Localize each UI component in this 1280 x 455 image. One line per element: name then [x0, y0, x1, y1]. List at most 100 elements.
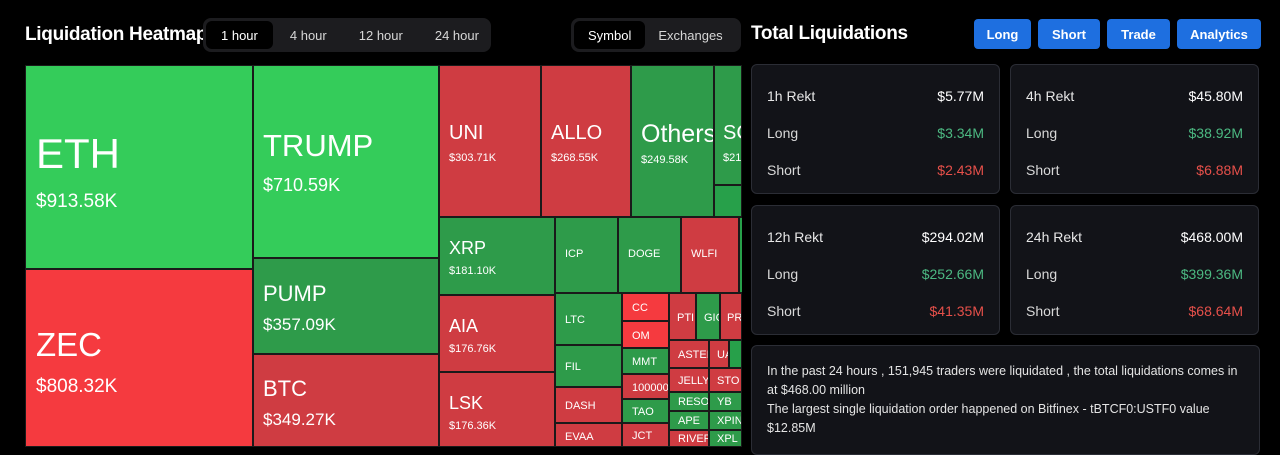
trade-button[interactable]: Trade [1107, 19, 1170, 49]
heatmap-tile-small[interactable] [714, 185, 742, 217]
heatmap-tile-eth[interactable]: ETH $913.58K [25, 65, 253, 269]
card-label: 12h Rekt [767, 229, 824, 245]
heatmap-tile-pump[interactable]: PUMP $357.09K [253, 258, 439, 354]
tab-12-hour[interactable]: 12 hour [358, 27, 403, 43]
heatmap-tile-others[interactable]: Others $249.58K [631, 65, 714, 217]
card-label: 1h Rekt [767, 88, 816, 104]
analytics-button[interactable]: Analytics [1177, 19, 1261, 49]
tile-symbol: APE [678, 415, 701, 427]
tile-symbol: ICP [565, 248, 584, 260]
heatmap-tile-lsk[interactable]: LSK $176.36K [439, 372, 555, 447]
heatmap-tile-sc[interactable]: SC $21 [714, 65, 742, 185]
tile-symbol: LSK [449, 393, 484, 413]
heatmap-tile-zec[interactable]: ZEC $808.32K [25, 269, 253, 447]
long-value: $399.36M [1180, 266, 1243, 282]
tile-symbol: SC [723, 122, 741, 144]
short-value: $68.64M [1188, 303, 1243, 319]
tile-amount: $268.55K [551, 152, 599, 164]
card-4h-rekt: 4h Rekt $45.80M Long $38.92M Short $6.88M [1010, 64, 1259, 194]
heatmap-tile-small[interactable] [739, 217, 742, 293]
heatmap-tile-evaa[interactable]: EVAA [555, 423, 622, 447]
card-1h-rekt: 1h Rekt $5.77M Long $3.34M Short $2.43M [751, 64, 1000, 194]
heatmap-tile-dash[interactable]: DASH [555, 387, 622, 423]
heatmap-tile-xrp[interactable]: XRP $181.10K [439, 217, 555, 295]
tab-24-hour[interactable]: 24 hour [434, 27, 479, 43]
tab-1-hour[interactable]: 1 hour [206, 21, 273, 49]
long-value: $3.34M [937, 125, 984, 141]
heatmap-tile-cc[interactable]: CC [622, 293, 669, 321]
heatmap-tile-om[interactable]: OM [622, 321, 669, 348]
heatmap-tile-small[interactable] [729, 340, 742, 368]
tile-amount: $21 [723, 152, 742, 164]
heatmap-tile-ape[interactable]: APE [669, 411, 709, 430]
heatmap-tile-wlfi[interactable]: WLFI [681, 217, 739, 293]
card-total: $5.77M [937, 88, 984, 104]
card-label: 4h Rekt [1026, 88, 1075, 104]
heatmap-tile-reso[interactable]: RESO [669, 392, 709, 411]
heatmap-tile-xpl[interactable]: XPL [709, 430, 742, 447]
tab-symbol[interactable]: Symbol [574, 21, 646, 49]
tile-symbol: RIVER [678, 433, 709, 445]
heatmap-tile-gig[interactable]: GIG [696, 293, 720, 340]
heatmap-tile-allo[interactable]: ALLO $268.55K [541, 65, 631, 217]
heatmap-tile-sto[interactable]: STO [709, 368, 742, 392]
heatmap-tile-jelly[interactable]: JELLY [669, 368, 709, 392]
tile-symbol: WLFI [691, 248, 718, 260]
heatmap-title: Liquidation Heatmap [25, 24, 208, 45]
grouping-tabs: Symbol Exchanges [571, 18, 741, 52]
heatmap-tile-aia[interactable]: AIA $176.76K [439, 295, 555, 372]
card-total: $294.02M [921, 229, 984, 245]
total-liquidations-title: Total Liquidations [751, 23, 908, 44]
tile-symbol: GIG [704, 312, 719, 324]
tile-symbol: EVAA [565, 431, 594, 443]
tile-symbol: FIL [565, 361, 581, 373]
heatmap-tile-uni[interactable]: UNI $303.71K [439, 65, 541, 217]
card-label: 24h Rekt [1026, 229, 1083, 245]
card-total: $45.80M [1188, 88, 1243, 104]
tile-symbol: Others [641, 120, 714, 148]
tile-symbol: XPIN [717, 415, 742, 427]
heatmap-tile-river[interactable]: RIVER [669, 430, 709, 447]
short-value: $2.43M [937, 162, 984, 178]
heatmap-tile-yb[interactable]: YB [709, 392, 742, 411]
heatmap-tile-ltc[interactable]: LTC [555, 293, 622, 345]
tile-amount: $808.32K [36, 376, 118, 397]
heatmap-tile-doge[interactable]: DOGE [618, 217, 681, 293]
tile-symbol: PUMP [263, 281, 327, 306]
tab-exchanges[interactable]: Exchanges [658, 27, 723, 43]
heatmap-tile-xpin[interactable]: XPIN [709, 411, 742, 430]
heatmap-tile-trump[interactable]: TRUMP $710.59K [253, 65, 439, 258]
long-label: Long [1026, 266, 1058, 282]
heatmap-tile-btc[interactable]: BTC $349.27K [253, 354, 439, 447]
long-label: Long [767, 125, 799, 141]
heatmap-tile-1000000[interactable]: 1000000 [622, 374, 669, 399]
tab-4-hour[interactable]: 4 hour [289, 27, 327, 43]
heatmap-tile-jct[interactable]: JCT [622, 423, 669, 447]
heatmap-tile-mmt[interactable]: MMT [622, 348, 669, 374]
heatmap-tile-pr[interactable]: PR [720, 293, 742, 340]
short-value: $41.35M [929, 303, 984, 319]
tile-symbol: JCT [632, 430, 653, 442]
tile-symbol: ASTER [678, 349, 708, 361]
tile-symbol: YB [717, 396, 732, 408]
heatmap-tile-pti[interactable]: PTI [669, 293, 696, 340]
tile-symbol: PR [727, 312, 742, 324]
tile-symbol: DASH [565, 400, 596, 412]
tile-symbol: XRP [449, 238, 487, 258]
short-label: Short [1026, 162, 1060, 178]
heatmap-tile-fil[interactable]: FIL [555, 345, 622, 387]
heatmap-tile-tao[interactable]: TAO [622, 399, 669, 423]
heatmap-tile-icp[interactable]: ICP [555, 217, 618, 293]
tile-symbol: ALLO [551, 122, 603, 144]
tile-amount: $349.27K [263, 410, 336, 429]
tile-symbol: UA [717, 349, 728, 361]
tile-symbol: ZEC [36, 326, 102, 363]
short-button[interactable]: Short [1038, 19, 1100, 49]
tile-symbol: 1000000 [632, 382, 669, 394]
heatmap-tile-aster[interactable]: ASTER [669, 340, 709, 368]
heatmap-tile-ua[interactable]: UA [709, 340, 729, 368]
tile-symbol: MMT [632, 356, 658, 368]
long-button[interactable]: Long [974, 19, 1031, 49]
liquidation-heatmap: ETH $913.58K ZEC $808.32K TRUMP $710.59K… [25, 65, 742, 447]
tile-symbol: XPL [717, 433, 738, 445]
